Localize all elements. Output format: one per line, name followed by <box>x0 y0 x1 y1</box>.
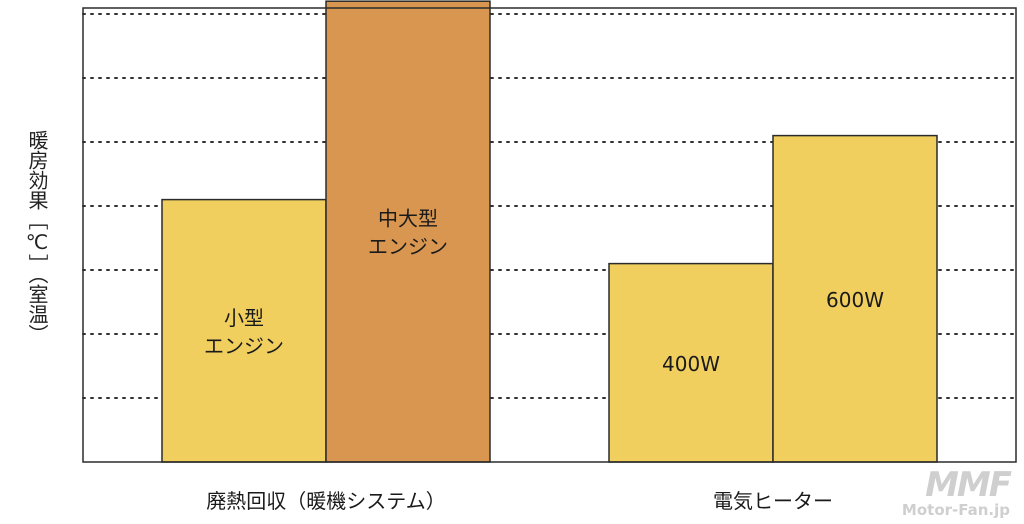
category-label: 廃熱回収（暖機システム） <box>206 489 445 513</box>
bar-label: エンジン <box>368 235 448 259</box>
bar-label: 600W <box>826 288 884 312</box>
bar-label: 中大型 <box>378 207 438 231</box>
bar-label: エンジン <box>204 334 284 358</box>
bar <box>161 198 327 463</box>
bar <box>325 0 491 463</box>
bar <box>608 262 774 463</box>
y-axis-label: 暖房効果［℃］（室温） <box>25 130 49 344</box>
watermark-logo: MMF <box>925 465 1012 505</box>
bar <box>772 134 938 463</box>
bar-label: 小型 <box>224 306 264 330</box>
bar-label: 400W <box>662 352 720 376</box>
plot-frame <box>82 7 1017 463</box>
category-label: 電気ヒーター <box>713 489 833 513</box>
watermark-text: Motor-Fan.jp <box>901 501 1010 519</box>
watermark: MMF Motor-Fan.jp <box>901 465 1012 519</box>
